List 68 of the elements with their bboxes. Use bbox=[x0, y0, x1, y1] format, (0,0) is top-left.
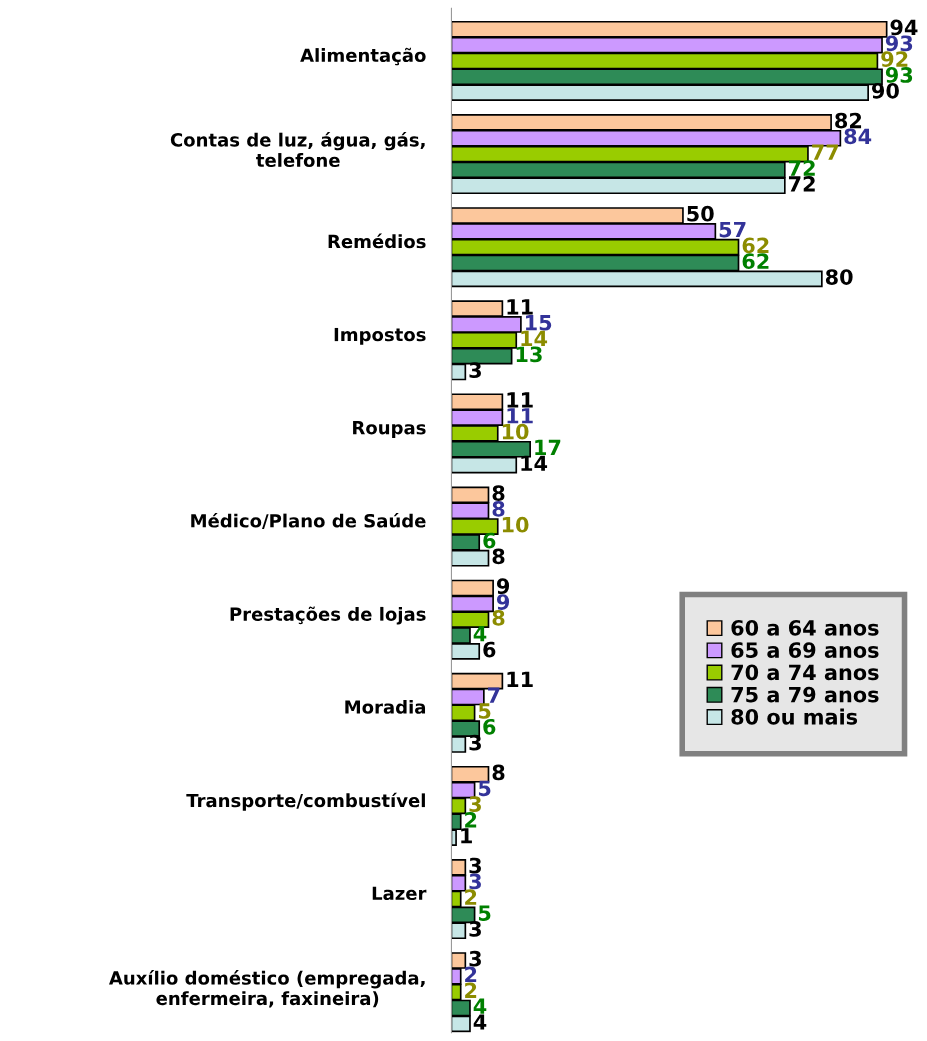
data-label: 3 bbox=[469, 950, 481, 967]
data-label: 8 bbox=[492, 548, 505, 565]
data-label: 4 bbox=[473, 998, 487, 1014]
y-tick-label: Contas de luz, água, gás, telefone bbox=[170, 131, 425, 168]
data-label: 82 bbox=[835, 112, 862, 129]
data-label: 9 bbox=[496, 578, 510, 595]
data-label: 8 bbox=[492, 501, 505, 517]
data-label: 77 bbox=[812, 144, 839, 160]
data-label: 11 bbox=[507, 408, 533, 424]
data-label: 2 bbox=[465, 889, 477, 905]
data-label: 3 bbox=[469, 796, 481, 812]
data-label: 72 bbox=[788, 176, 815, 192]
data-label: 7 bbox=[488, 687, 500, 703]
data-label: 11 bbox=[507, 671, 533, 687]
data-label: 1 bbox=[461, 828, 472, 844]
data-label: 62 bbox=[742, 253, 769, 270]
data-label: 93 bbox=[885, 67, 913, 83]
legend-label: 70 a 74 anos bbox=[731, 664, 879, 681]
data-label: 8 bbox=[492, 764, 505, 781]
data-label: 10 bbox=[502, 516, 529, 533]
y-tick-label: Impostos bbox=[334, 327, 426, 345]
data-label: 57 bbox=[719, 221, 746, 238]
data-label: 84 bbox=[844, 128, 872, 145]
data-label: 3 bbox=[469, 873, 481, 890]
data-label: 5 bbox=[478, 703, 491, 719]
data-label: 13 bbox=[516, 346, 542, 363]
data-label: 3 bbox=[469, 857, 481, 874]
data-label: 50 bbox=[687, 205, 714, 222]
data-label: 92 bbox=[881, 51, 908, 67]
legend-label: 80 ou mais bbox=[731, 708, 858, 725]
data-label: 11 bbox=[507, 299, 533, 315]
data-label: 8 bbox=[492, 609, 505, 626]
y-tick-label: Alimentação bbox=[300, 47, 426, 66]
data-label: 4 bbox=[473, 1014, 487, 1030]
data-label: 14 bbox=[521, 330, 548, 347]
data-label: 6 bbox=[483, 641, 496, 658]
y-tick-label: Médico/Plano de Saúde bbox=[191, 512, 426, 530]
data-label: 62 bbox=[742, 237, 769, 254]
data-label: 10 bbox=[502, 423, 529, 440]
data-label: 15 bbox=[526, 315, 552, 331]
y-tick-label: Prestações de lojas bbox=[230, 606, 426, 625]
data-label: 5 bbox=[478, 780, 491, 797]
y-tick-label: Roupas bbox=[353, 421, 426, 438]
y-tick-label: Remédios bbox=[328, 233, 426, 249]
data-label: 94 bbox=[890, 19, 918, 36]
data-label: 72 bbox=[788, 160, 815, 176]
data-label: 2 bbox=[465, 812, 477, 828]
data-label: 2 bbox=[465, 966, 477, 983]
data-label: 17 bbox=[535, 439, 561, 456]
y-tick-label: Transporte/combustível bbox=[186, 792, 425, 811]
data-label: 11 bbox=[507, 392, 533, 408]
data-label: 5 bbox=[478, 905, 491, 921]
legend-label: 65 a 69 anos bbox=[731, 642, 879, 658]
data-label: 2 bbox=[465, 982, 477, 998]
y-tick-label: Lazer bbox=[372, 886, 427, 901]
data-label: 80 bbox=[825, 269, 853, 285]
data-label: 6 bbox=[483, 532, 496, 549]
data-label: 90 bbox=[872, 82, 899, 99]
data-label: 4 bbox=[473, 626, 487, 642]
data-label: 14 bbox=[521, 455, 548, 471]
legend-label: 60 a 64 anos bbox=[731, 619, 879, 636]
data-label: 93 bbox=[885, 35, 913, 52]
data-label: 8 bbox=[492, 485, 505, 501]
y-tick-label: Auxílio doméstico (empregada, enfermeira, faxineira) bbox=[108, 970, 425, 1008]
y-tick-label: Moradia bbox=[345, 699, 426, 714]
data-label: 9 bbox=[496, 594, 510, 610]
legend-label: 75 a 79 anos bbox=[731, 686, 879, 703]
data-label: 6 bbox=[483, 718, 496, 735]
